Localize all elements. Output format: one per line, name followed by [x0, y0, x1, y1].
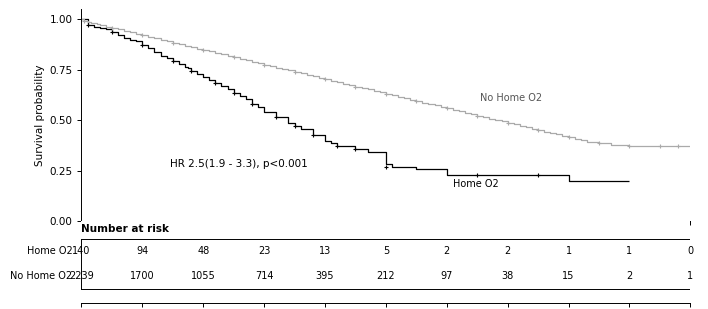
Text: 1: 1 — [566, 246, 571, 256]
Text: 23: 23 — [258, 246, 270, 256]
Y-axis label: Survival probability: Survival probability — [35, 65, 45, 166]
Text: 714: 714 — [255, 271, 273, 281]
Text: 97: 97 — [440, 271, 453, 281]
Text: Home O2: Home O2 — [453, 179, 498, 189]
Text: 1: 1 — [627, 246, 632, 256]
Text: HR 2.5(1.9 - 3.3), p<0.001: HR 2.5(1.9 - 3.3), p<0.001 — [170, 159, 307, 169]
Text: 48: 48 — [197, 246, 210, 256]
Text: 2: 2 — [627, 271, 632, 281]
Text: 1700: 1700 — [130, 271, 154, 281]
Text: 13: 13 — [319, 246, 331, 256]
Text: 38: 38 — [501, 271, 514, 281]
Text: 212: 212 — [377, 271, 395, 281]
Text: 5: 5 — [383, 246, 389, 256]
Text: 395: 395 — [316, 271, 334, 281]
Text: 1055: 1055 — [191, 271, 215, 281]
Text: 15: 15 — [562, 271, 575, 281]
Text: 1: 1 — [687, 271, 693, 281]
Text: Home O2: Home O2 — [26, 246, 72, 256]
Text: Number at risk: Number at risk — [81, 224, 169, 234]
Text: 2: 2 — [505, 246, 510, 256]
Text: No Home O2: No Home O2 — [10, 271, 72, 281]
Text: 94: 94 — [136, 246, 149, 256]
Text: 2239: 2239 — [69, 271, 93, 281]
Text: 0: 0 — [687, 246, 693, 256]
Text: No Home O2: No Home O2 — [480, 93, 542, 103]
Text: 140: 140 — [72, 246, 91, 256]
Text: 2: 2 — [444, 246, 450, 256]
